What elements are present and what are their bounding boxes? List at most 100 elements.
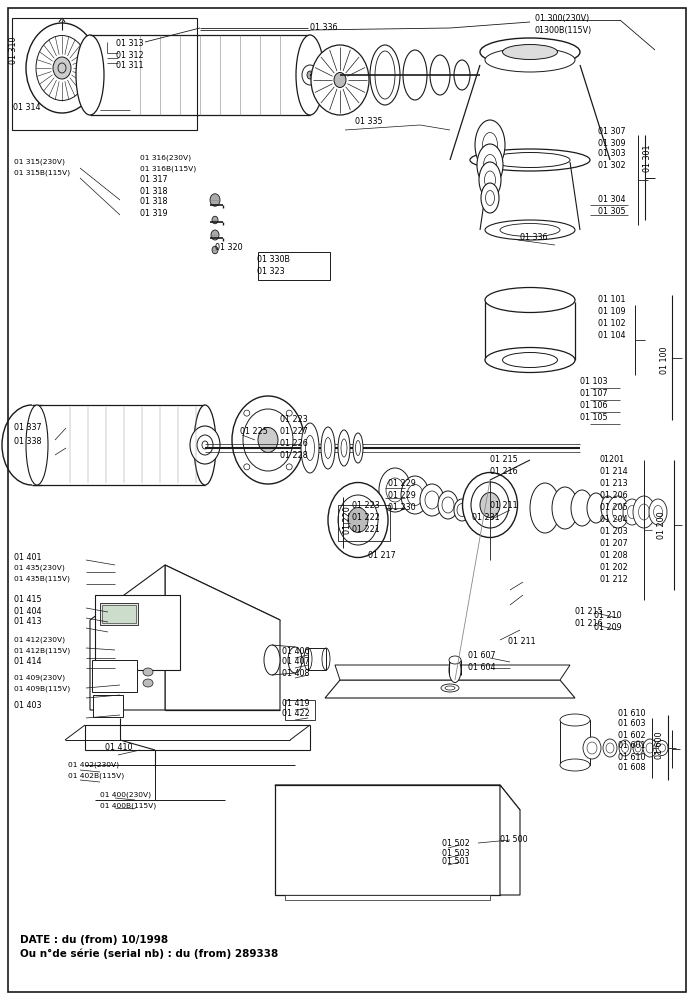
Ellipse shape: [475, 120, 505, 170]
Ellipse shape: [490, 152, 570, 167]
Text: 01 336: 01 336: [310, 22, 337, 31]
Ellipse shape: [311, 45, 369, 115]
Polygon shape: [275, 785, 500, 895]
Ellipse shape: [481, 183, 499, 213]
Bar: [338, 505, 390, 541]
Text: 01 336: 01 336: [520, 233, 548, 242]
Text: 01 100: 01 100: [661, 346, 670, 374]
Text: 01 103: 01 103: [580, 377, 607, 386]
Text: 01 312: 01 312: [116, 50, 144, 60]
Text: 01 313: 01 313: [116, 39, 144, 48]
Text: 01 101: 01 101: [598, 296, 625, 304]
Text: 01 315B(115V): 01 315B(115V): [14, 170, 70, 176]
Ellipse shape: [633, 496, 655, 528]
Text: 01 228: 01 228: [280, 452, 307, 460]
Text: 01 212: 01 212: [600, 576, 628, 584]
Text: 01 200: 01 200: [657, 511, 666, 539]
Text: 01 208: 01 208: [600, 552, 627, 560]
Ellipse shape: [301, 423, 319, 473]
Text: 01 204: 01 204: [600, 516, 627, 524]
Polygon shape: [335, 665, 570, 680]
Ellipse shape: [485, 48, 575, 72]
Text: 01 210: 01 210: [594, 610, 622, 619]
Text: 01 503: 01 503: [442, 850, 470, 858]
Ellipse shape: [348, 508, 368, 532]
Ellipse shape: [401, 476, 429, 514]
Ellipse shape: [264, 645, 280, 675]
Text: 01 214: 01 214: [600, 468, 627, 477]
Text: 01 318: 01 318: [140, 198, 167, 207]
Text: 01 225: 01 225: [240, 428, 268, 436]
Ellipse shape: [212, 246, 218, 254]
Ellipse shape: [643, 739, 657, 757]
Ellipse shape: [258, 428, 278, 452]
Ellipse shape: [587, 493, 605, 523]
Text: 01 406: 01 406: [282, 647, 310, 656]
Ellipse shape: [449, 656, 461, 664]
Bar: [100, 603, 138, 625]
Bar: [102, 605, 136, 623]
Text: 01 221: 01 221: [352, 524, 380, 534]
Ellipse shape: [583, 737, 601, 759]
Text: 01 600: 01 600: [656, 731, 664, 759]
Text: 01 500: 01 500: [500, 836, 527, 844]
Text: 01 607: 01 607: [468, 650, 496, 660]
Text: 01 310: 01 310: [10, 36, 19, 64]
Text: 01 215: 01 215: [575, 607, 603, 616]
Text: 01 206: 01 206: [600, 491, 627, 500]
Ellipse shape: [485, 288, 575, 312]
Ellipse shape: [633, 741, 643, 755]
Text: 01 407: 01 407: [282, 658, 310, 666]
Text: 01 402B(115V): 01 402B(115V): [68, 773, 124, 779]
Text: 01 205: 01 205: [600, 504, 628, 512]
Ellipse shape: [480, 492, 500, 518]
Text: 01 215: 01 215: [490, 456, 518, 464]
Text: 01 330B: 01 330B: [257, 255, 290, 264]
Ellipse shape: [607, 496, 629, 528]
Text: 01 400(230V): 01 400(230V): [100, 792, 151, 798]
Ellipse shape: [210, 194, 220, 206]
Ellipse shape: [571, 490, 593, 526]
Ellipse shape: [560, 714, 590, 726]
Ellipse shape: [143, 679, 153, 687]
Text: 01 604: 01 604: [468, 662, 496, 672]
Text: 01 319: 01 319: [140, 209, 168, 218]
Text: 01 402(230V): 01 402(230V): [68, 762, 119, 768]
Text: 01 202: 01 202: [600, 564, 628, 572]
Text: 01 307: 01 307: [598, 127, 625, 136]
Text: 01 415: 01 415: [14, 595, 42, 604]
Ellipse shape: [603, 739, 617, 757]
Ellipse shape: [601, 496, 615, 520]
Bar: [12, 18, 197, 130]
Ellipse shape: [485, 348, 575, 372]
Ellipse shape: [190, 426, 220, 464]
Text: 01 309: 01 309: [598, 138, 625, 147]
Ellipse shape: [379, 468, 411, 512]
Text: 01 338: 01 338: [14, 438, 42, 446]
Text: 01 403: 01 403: [14, 700, 42, 710]
Text: 01 300(230V): 01 300(230V): [535, 13, 589, 22]
Polygon shape: [285, 895, 490, 900]
Text: 01 317: 01 317: [140, 176, 168, 184]
Text: 01 502: 01 502: [442, 838, 470, 848]
Polygon shape: [500, 785, 520, 895]
Ellipse shape: [530, 483, 560, 533]
Ellipse shape: [403, 50, 427, 100]
Ellipse shape: [286, 410, 292, 416]
Ellipse shape: [623, 499, 641, 525]
Text: 01 211: 01 211: [490, 500, 518, 510]
Ellipse shape: [449, 658, 461, 682]
Ellipse shape: [289, 702, 301, 718]
Text: 01 337: 01 337: [14, 424, 42, 432]
Ellipse shape: [244, 464, 250, 470]
Text: 01 229: 01 229: [388, 479, 416, 488]
Text: 01300B(115V): 01300B(115V): [535, 25, 592, 34]
Text: 01 106: 01 106: [580, 401, 607, 410]
Text: 01 301: 01 301: [643, 144, 652, 172]
Text: 01 316(230V): 01 316(230V): [140, 155, 191, 161]
Ellipse shape: [462, 473, 518, 538]
Bar: [95, 595, 180, 670]
Text: 01 603: 01 603: [618, 720, 645, 728]
Text: 01 320: 01 320: [215, 243, 243, 252]
Text: 01 404: 01 404: [14, 606, 42, 615]
